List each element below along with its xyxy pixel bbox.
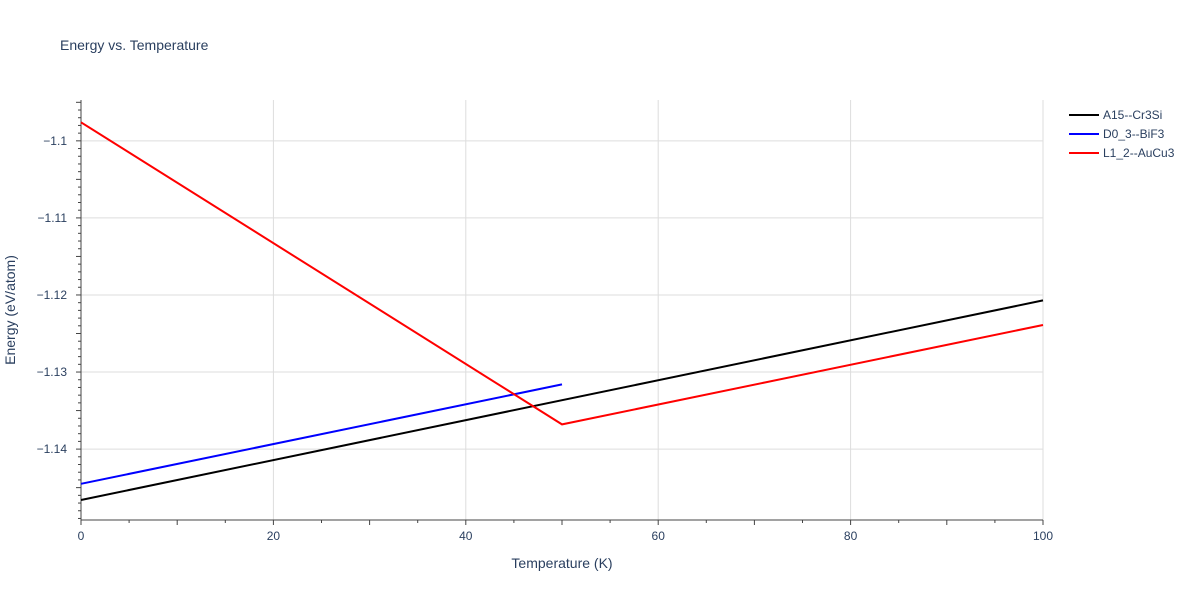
x-tick-label: 20 [267, 529, 281, 543]
y-tick-label: −1.12 [37, 288, 68, 302]
legend-label-a15-cr3si[interactable]: A15--Cr3Si [1103, 108, 1162, 122]
series-line-l1-2-aucu3[interactable] [80, 121, 1044, 426]
y-tick-label: −1.14 [37, 442, 68, 456]
x-tick-label: 60 [652, 529, 666, 543]
series-line-d0-3-bif3[interactable] [80, 383, 563, 485]
legend-label-l1-2-aucu3[interactable]: L1_2--AuCu3 [1103, 146, 1175, 160]
x-tick-label: 80 [844, 529, 858, 543]
legend[interactable]: A15--Cr3Si D0_3--BiF3 L1_2--AuCu3 [1069, 108, 1175, 160]
chart-title: Energy vs. Temperature [60, 37, 209, 53]
grid [81, 100, 1044, 520]
y-tick-label: −1.1 [43, 134, 67, 148]
x-tick-label: 0 [78, 529, 85, 543]
x-tick-label: 100 [1033, 529, 1053, 543]
plot-series [80, 121, 1044, 501]
y-axis-title: Energy (eV/atom) [2, 255, 18, 365]
series-line-a15-cr3si[interactable] [80, 299, 1044, 501]
x-tick-label: 40 [459, 529, 473, 543]
axes: 0 20 40 60 80 100 −1.1 −1.11 −1.12 −1.13 −1.14 [37, 100, 1053, 543]
y-tick-label: −1.13 [37, 365, 68, 379]
y-tick-label: −1.11 [38, 211, 68, 225]
x-axis-title: Temperature (K) [511, 555, 612, 571]
legend-label-d0-3-bif3[interactable]: D0_3--BiF3 [1103, 127, 1165, 141]
